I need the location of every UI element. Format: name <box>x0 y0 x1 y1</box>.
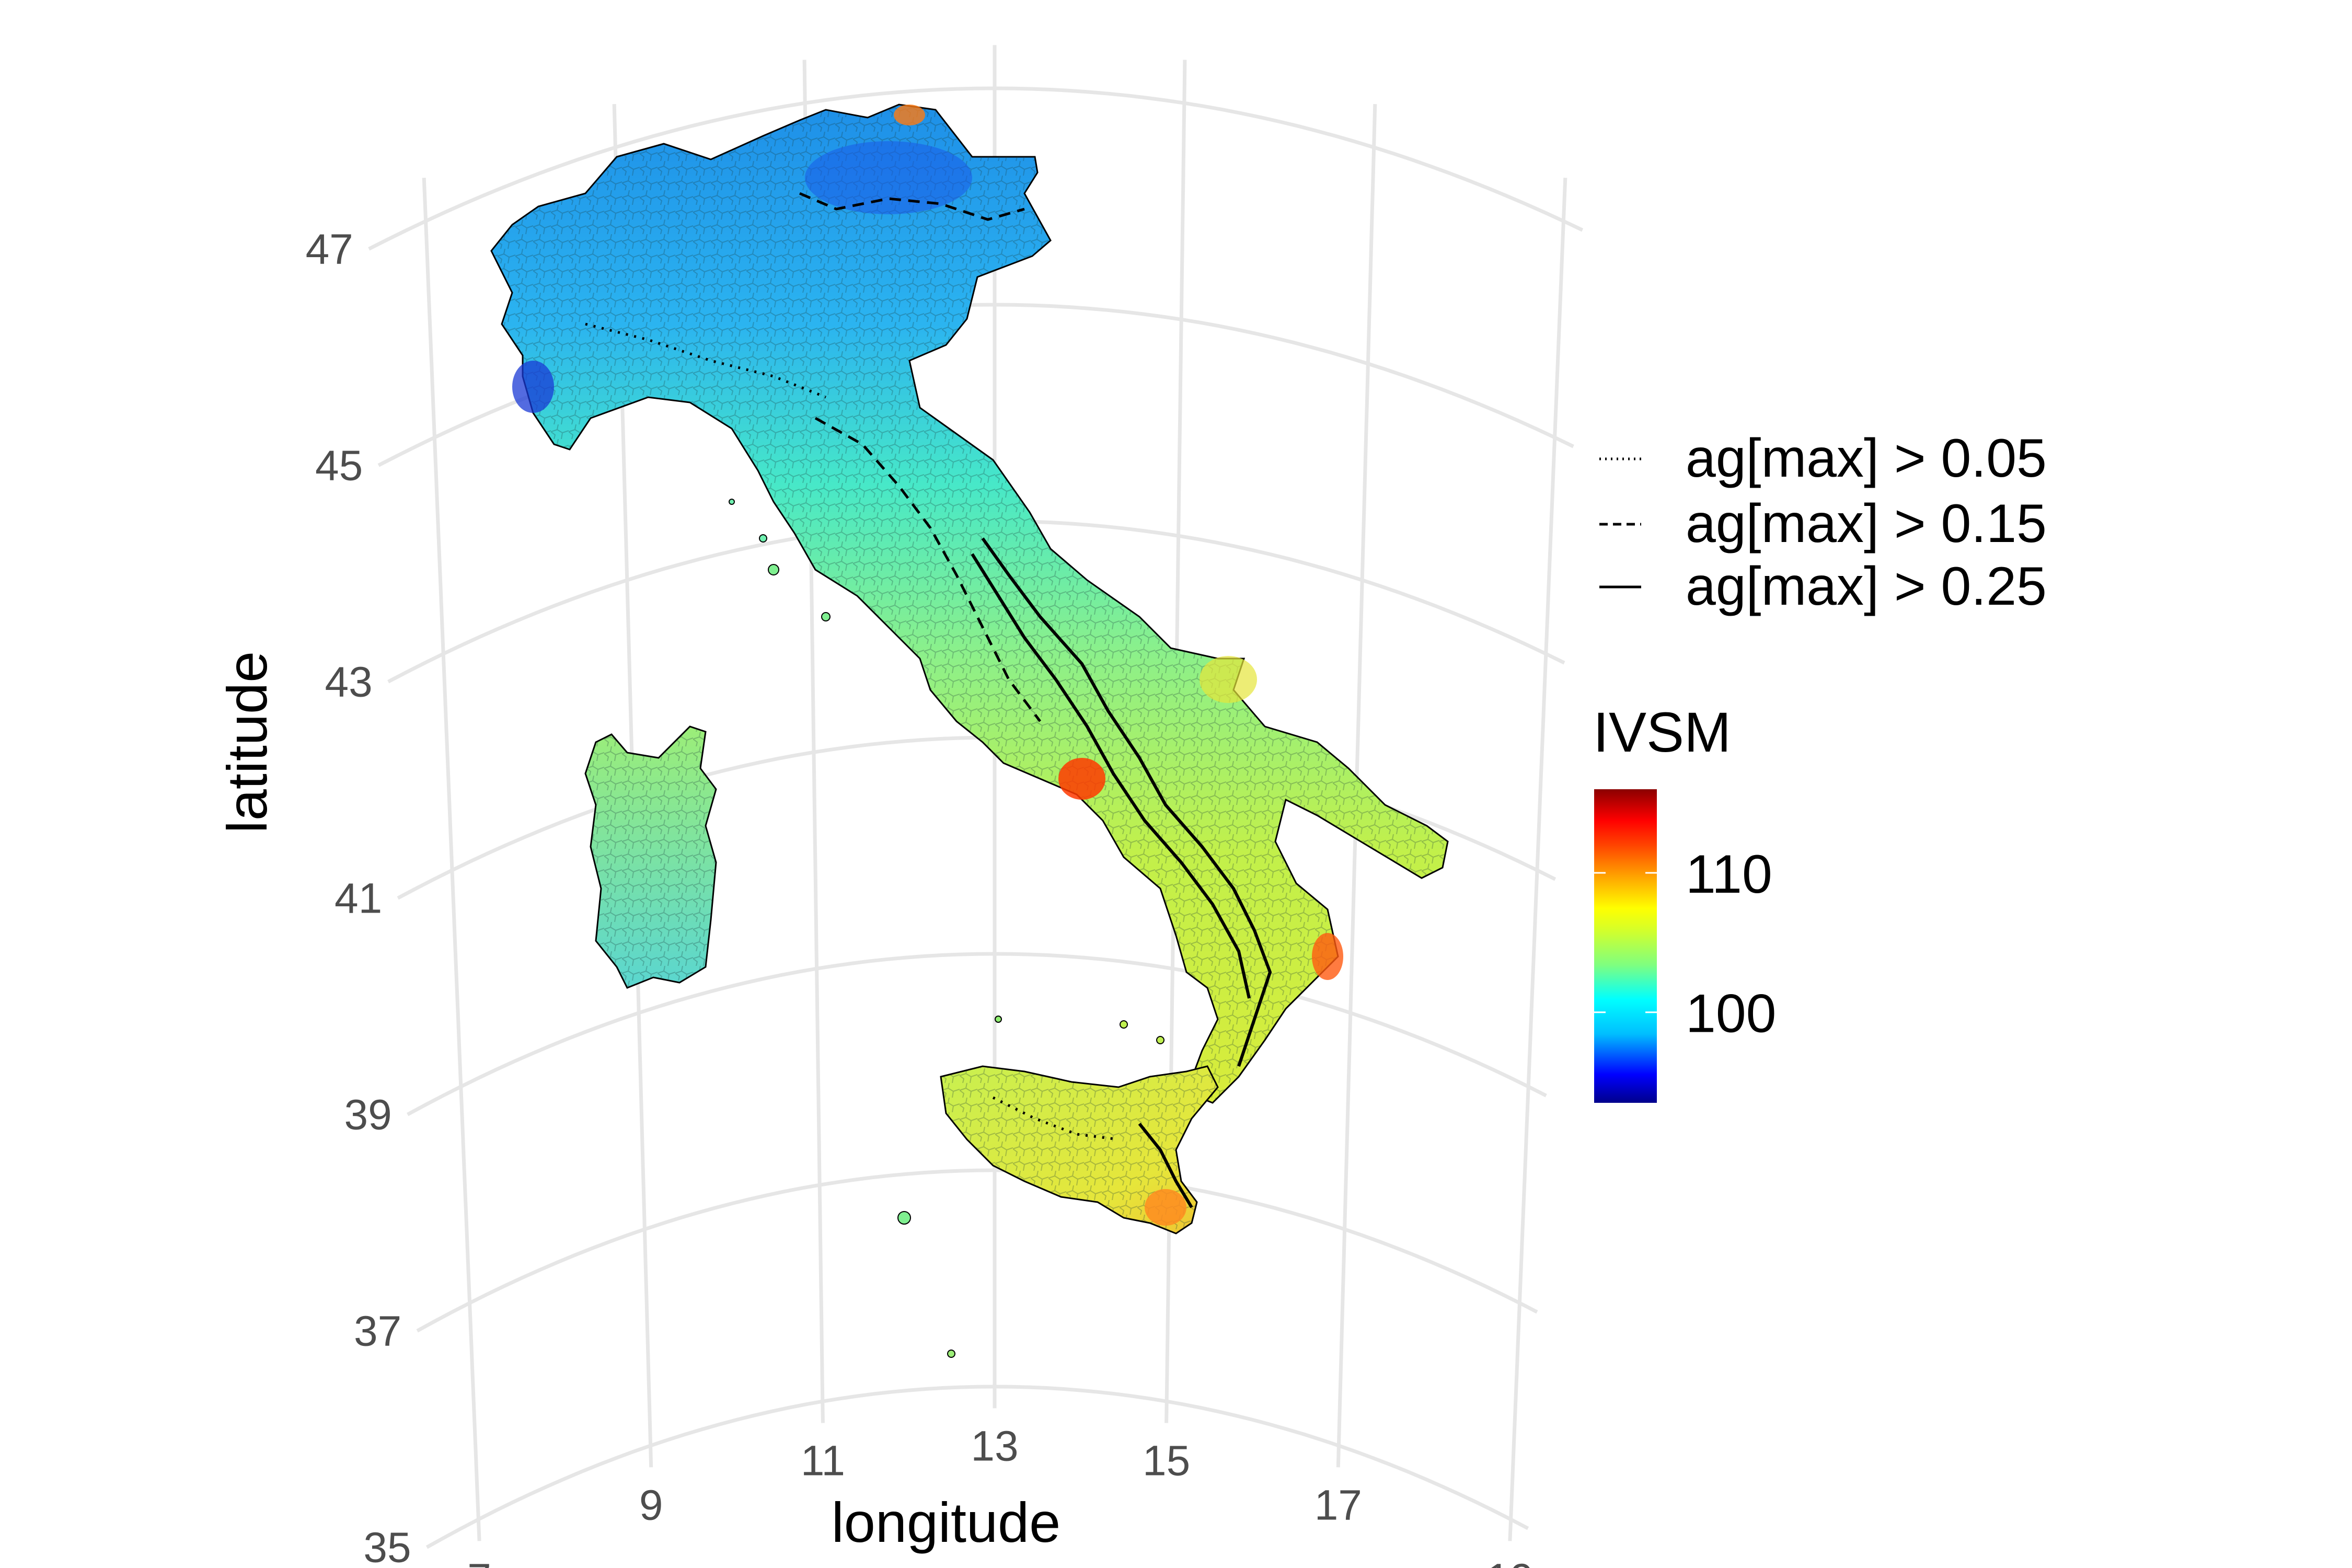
meridian-line <box>1508 178 1567 1541</box>
island <box>821 612 831 621</box>
landmass <box>490 103 1449 1358</box>
island <box>759 534 767 543</box>
contour-solid <box>1138 1123 1193 1208</box>
parallel-line <box>407 952 1547 1116</box>
colorbar-title: IVSM <box>1593 700 1731 764</box>
latitude-tick-label: 47 <box>306 225 353 273</box>
hotspot-naples <box>1058 758 1105 800</box>
latitude-tick-label: 41 <box>335 874 382 922</box>
latitude-tick-label: 37 <box>354 1307 401 1355</box>
contour-dashed <box>814 417 1041 722</box>
colorbar-tick-label: 100 <box>1686 984 1777 1044</box>
colorbar-ticks: 110 100 <box>1594 844 1777 1044</box>
longitude-tick-label: 9 <box>639 1481 663 1529</box>
contour-solid <box>971 553 1251 999</box>
island <box>947 1350 955 1358</box>
parallel-line <box>416 1168 1538 1333</box>
colorbar <box>1594 789 1657 1103</box>
island <box>897 1211 911 1225</box>
contour-dashed <box>799 192 1025 221</box>
longitude-tick-label: 15 <box>1143 1437 1190 1485</box>
island <box>768 564 779 575</box>
longitude-tick-label: 13 <box>971 1422 1018 1470</box>
longitude-tick-label: 11 <box>801 1437 845 1485</box>
latitude-tick-label: 39 <box>344 1091 391 1138</box>
longitude-tick-label: 17 <box>1315 1481 1362 1529</box>
latitude-tick-label: 45 <box>315 442 363 489</box>
warm-spot-apulia <box>1200 656 1257 703</box>
island <box>1156 1036 1165 1044</box>
hotspot-alps-north <box>894 105 925 125</box>
legend-label-dotted: ag[max] > 0.05 <box>1686 428 2047 489</box>
longitude-tick-labels: 7 9 11 13 15 17 19 <box>467 1422 1534 1568</box>
linetype-legend: ag[max] > 0.05 ag[max] > 0.15 ag[max] > … <box>1599 428 2047 617</box>
contour-solid <box>981 537 1272 1067</box>
x-axis-title: longitude <box>832 1491 1060 1554</box>
y-axis-title: latitude <box>215 651 279 833</box>
island <box>1120 1020 1128 1029</box>
island <box>995 1016 1002 1023</box>
hotspot-sicily-southeast <box>1145 1189 1186 1226</box>
latitude-tick-label: 43 <box>325 658 372 706</box>
meridian-line <box>422 178 481 1541</box>
legend-label-dashed: ag[max] > 0.15 <box>1686 493 2047 554</box>
parallel-line <box>425 1385 1529 1549</box>
colorbar-legend: IVSM 110 100 <box>1593 700 1777 1103</box>
colorbar-tick-label: 110 <box>1686 844 1772 905</box>
latitude-tick-labels: 35 37 39 41 43 45 47 <box>306 225 411 1568</box>
region-sardinia-texture <box>585 727 716 988</box>
legend-label-solid: ag[max] > 0.25 <box>1686 556 2047 617</box>
contour-dotted <box>585 322 826 399</box>
region-sicily-texture <box>941 1066 1218 1233</box>
cold-spot-alps <box>805 141 972 214</box>
parallel-line <box>368 86 1584 251</box>
longitude-tick-label: 19 <box>1486 1555 1534 1568</box>
hotspot-calabria-east <box>1312 933 1343 980</box>
cold-spot-piedmont <box>512 361 554 413</box>
island <box>729 499 735 505</box>
latitude-tick-label: 35 <box>363 1524 411 1568</box>
longitude-tick-label: 7 <box>467 1555 491 1568</box>
